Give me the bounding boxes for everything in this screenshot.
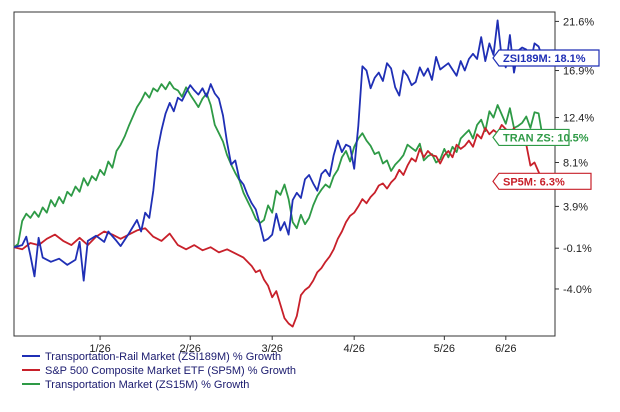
x-tick-label: 6/26 [495,343,516,355]
y-tick-label: -0.1% [563,243,592,255]
callout-box [492,49,600,67]
x-tick-label: 3/26 [261,343,282,355]
series-lines [13,19,544,328]
callout-label: ZSI189M: 18.1% [503,53,586,65]
y-tick-label: 3.9% [563,201,588,213]
series-callouts: ZSI189M: 18.1% SP5M: 6.3% TRAN ZS: 10.5% [492,49,600,190]
x-tick-label: 2/26 [180,343,201,355]
legend: Transportation-Rail Market (ZSI189M) % G… [22,351,296,391]
x-tick-label: 4/26 [343,343,364,355]
callout-box [492,172,592,190]
series-line-0 [13,19,544,282]
x-tick-label: 5/26 [434,343,455,355]
callout-1: SP5M: 6.3% [492,172,592,190]
legend-label: Transportation-Rail Market (ZSI189M) % G… [45,351,281,363]
callout-label: TRAN ZS: 10.5% [503,132,589,144]
callout-0: ZSI189M: 18.1% [492,49,600,67]
series-line-1 [13,124,544,328]
callout-2: TRAN ZS: 10.5% [492,128,589,147]
x-tick-label: 1/26 [89,343,110,355]
axis-ticks: 21.6% 16.9% 12.4% 8.1% 3.9% -0.1% -4.0% 1/26 2/2… [89,16,594,355]
legend-label: Transportation Market (ZS15M) % Growth [45,379,249,391]
callout-label: SP5M: 6.3% [503,176,565,188]
y-tick-label: 21.6% [563,16,594,28]
plot-area [13,11,556,337]
y-tick-label: 16.9% [563,66,594,78]
legend-label: S&P 500 Composite Market ETF (SP5M) % Gr… [45,365,296,377]
y-tick-label: 12.4% [563,113,594,125]
y-tick-label: 8.1% [563,158,588,170]
y-tick-label: -4.0% [563,284,592,296]
callout-box [492,128,570,147]
